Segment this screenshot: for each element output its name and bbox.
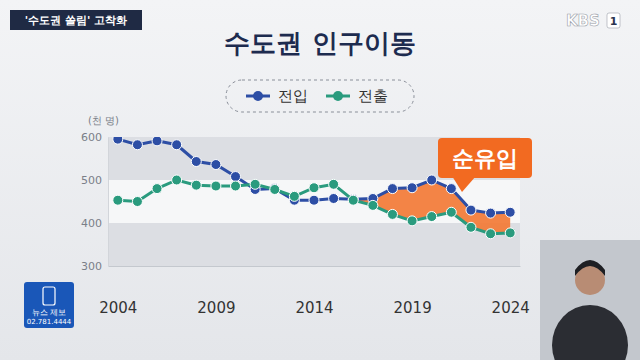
series-point (427, 212, 437, 222)
series-point (446, 184, 456, 194)
annotation: 순유입 (438, 138, 532, 192)
interpreter-body (552, 305, 628, 360)
series-point (407, 183, 417, 193)
news-tip-box (24, 282, 74, 328)
series-point (348, 195, 358, 205)
series-point (486, 229, 496, 239)
series-point (191, 157, 201, 167)
grid (108, 137, 520, 266)
series-point (427, 175, 437, 185)
sign-language-panel (540, 240, 640, 360)
annotation-text: 순유입 (452, 146, 518, 171)
interpreter-hair (575, 260, 605, 276)
legend: 전입 전출 (226, 80, 414, 112)
series-point (152, 137, 162, 146)
y-tick: 600 (81, 131, 108, 144)
series-point (466, 222, 476, 232)
news-tip-icon (43, 287, 55, 305)
series-point (407, 216, 417, 226)
news-tip-label: 뉴스 제보 (32, 308, 67, 317)
series-point (211, 160, 221, 170)
series-point (505, 228, 515, 238)
legend-swatch-marker (253, 91, 263, 101)
series-point (270, 184, 280, 194)
series-point (329, 193, 339, 203)
legend-label: 전출 (358, 87, 388, 105)
series-point (172, 140, 182, 150)
x-tick: 2024 (492, 266, 530, 317)
y-axis-title: (천 명) (88, 115, 119, 126)
chart-svg: 2004 2009 2014 2019 2024 300 400 500 600 (천 명) 순유입… (0, 0, 640, 360)
background (0, 0, 640, 360)
net-inflow-area (353, 180, 510, 234)
legend-swatch-marker (333, 91, 343, 101)
series-point (132, 140, 142, 150)
series-point (211, 181, 221, 191)
x-tick: 2014 (295, 266, 333, 317)
logo-channel: 1 (610, 15, 618, 28)
grid-band (108, 223, 520, 266)
x-tick: 2004 (99, 266, 137, 317)
annotation-pointer (452, 176, 476, 192)
x-tick-label: 2009 (197, 299, 235, 317)
y-tick: 400 (81, 217, 108, 230)
x-tick-label: 2014 (295, 299, 333, 317)
y-tick-label: 500 (81, 174, 102, 187)
series-point (309, 183, 319, 193)
banner-tag: '수도권 쏠림' 고착화 (25, 14, 127, 27)
chart-root: 2004 2009 2014 2019 2024 300 400 500 600 (천 명) 순유입… (0, 0, 640, 360)
y-axis-line (108, 138, 109, 267)
y-tick: 500 (81, 174, 108, 187)
series-point (172, 175, 182, 185)
series-point (387, 184, 397, 194)
legend-frame (226, 80, 414, 112)
x-tick-label: 2019 (394, 299, 432, 317)
series-point (152, 184, 162, 194)
news-tip-phone: 02.781.4444 (27, 318, 72, 326)
series-point (289, 191, 299, 201)
series-point (486, 208, 496, 218)
x-axis-line (109, 266, 521, 267)
series-point (387, 209, 397, 219)
title: 수도권 인구이동 (224, 28, 415, 58)
series-point (132, 197, 142, 207)
series-point (309, 195, 319, 205)
y-tick: 300 (81, 260, 108, 273)
y-tick-label: 400 (81, 217, 102, 230)
series-point (446, 207, 456, 217)
series-point (368, 200, 378, 210)
banner-box (10, 10, 142, 30)
x-tick: 2009 (197, 266, 235, 317)
series-point (231, 181, 241, 191)
y-tick-label: 600 (81, 131, 102, 144)
series-point (113, 137, 123, 144)
series-point (329, 179, 339, 189)
series-line (118, 180, 510, 234)
x-axis: 2004 2009 2014 2019 2024 (99, 266, 530, 317)
series-point (191, 180, 201, 190)
legend-label: 전입 (278, 87, 308, 105)
annotation-box (438, 138, 532, 178)
series-point (113, 195, 123, 205)
y-axis: 300 400 500 600 (81, 131, 109, 273)
x-tick-label: 2004 (99, 299, 137, 317)
series-point (505, 207, 515, 217)
series-point (231, 172, 241, 182)
series-point (466, 205, 476, 215)
series-point (270, 184, 280, 194)
x-tick: 2019 (394, 266, 432, 317)
logo: KBS (566, 12, 600, 30)
logo-channel-box (607, 13, 620, 28)
series-point (250, 179, 260, 189)
y-tick-label: 300 (81, 260, 102, 273)
x-tick-label: 2024 (492, 299, 530, 317)
